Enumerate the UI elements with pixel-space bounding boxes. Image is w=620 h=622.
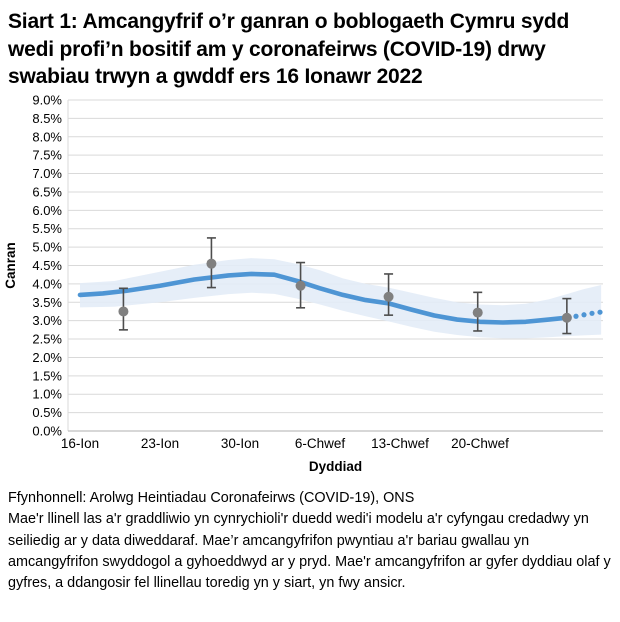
y-tick-label: 2.5% [32,332,62,347]
dotted-trend-point [597,309,603,315]
covid-trend-chart: 0.0% 0.5% 1.0% 1.5% 2.0% 2.5% 3.0% 3.5% 4.0% 4.5%… [3,93,603,474]
y-tick-label: 5.5% [32,221,62,236]
x-tick-label: 23-Ion [141,436,179,451]
confidence-band [80,258,602,339]
y-tick-label: 0.0% [32,424,62,439]
y-tick-label: 6.0% [32,203,62,218]
point-estimate-marker [383,291,394,302]
y-tick-label: 3.5% [32,295,62,310]
y-tick-label: 0.5% [32,405,62,420]
y-tick-label: 4.0% [32,277,62,292]
dotted-trend-point [589,310,595,317]
chart-title: Siart 1: Amcangyfrif o’r ganran o boblog… [8,10,570,89]
note-text: Mae'r llinell las a'r graddliwio yn cynr… [8,511,611,591]
x-axis-title: Dyddiad [309,459,362,474]
y-tick-label: 2.0% [32,350,62,365]
dotted-trend-point [573,313,579,320]
x-tick-label: 30-Ion [221,436,259,451]
point-estimate-marker [295,280,306,291]
point-estimate-marker [561,312,572,323]
y-tick-label: 9.0% [32,93,62,108]
y-tick-label: 8.0% [32,129,62,144]
chart-area: 0.0% 0.5% 1.0% 1.5% 2.0% 2.5% 3.0% 3.5% 4.0% 4.5%… [0,93,620,486]
x-tick-label: 16-Ion [61,436,99,451]
x-tick-label: 20-Chwef [451,436,509,451]
point-estimate-marker [206,258,217,269]
x-tick-label: 13-Chwef [371,436,429,451]
y-tick-label: 4.5% [32,258,62,273]
dotted-trend-point [581,312,587,318]
point-estimate-marker [118,306,129,317]
y-tick-label: 6.5% [32,185,62,200]
y-tick-label: 1.0% [32,387,62,402]
point-estimate-marker [472,307,483,318]
y-tick-label: 7.0% [32,166,62,181]
y-axis-title: Canran [3,242,18,289]
source-line: Ffynhonnell: Arolwg Heintiadau Coronafei… [8,490,415,507]
footnote-block: Ffynhonnell: Arolwg Heintiadau Coronafei… [8,488,612,594]
y-tick-label: 5.0% [32,240,62,255]
x-tick-label: 6-Chwef [295,436,346,451]
trend-line [77,271,570,325]
y-tick-label: 1.5% [32,368,62,383]
y-tick-label: 7.5% [32,148,62,163]
y-tick-label: 3.0% [32,313,62,328]
chart-page: Siart 1: Amcangyfrif o’r ganran o boblog… [0,8,620,622]
y-tick-label: 8.5% [32,111,62,126]
